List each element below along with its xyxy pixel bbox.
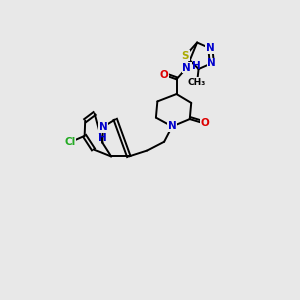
Text: N: N xyxy=(208,58,216,68)
Text: O: O xyxy=(160,70,169,80)
Text: N: N xyxy=(206,44,215,53)
Text: N: N xyxy=(168,122,176,131)
Text: CH₃: CH₃ xyxy=(188,78,206,87)
Text: N: N xyxy=(98,122,107,132)
Text: N: N xyxy=(182,63,191,73)
Text: H: H xyxy=(98,133,107,143)
Text: S: S xyxy=(182,51,189,61)
Text: Cl: Cl xyxy=(64,137,76,147)
Text: H: H xyxy=(192,61,201,71)
Text: O: O xyxy=(200,118,209,128)
